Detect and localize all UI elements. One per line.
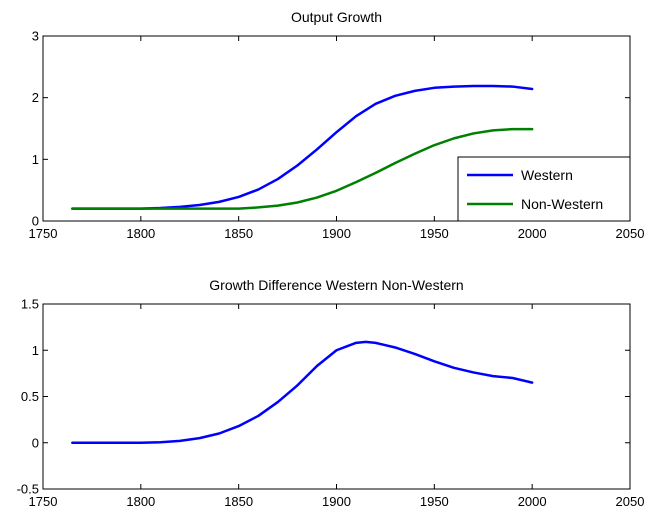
series-line-western — [71, 84, 534, 210]
y-tick-label: 3 — [32, 29, 39, 44]
x-tick-label: 2050 — [616, 494, 645, 509]
x-tick-label: 1800 — [126, 226, 155, 241]
x-tick-label: 2000 — [518, 494, 547, 509]
x-tick-label: 1950 — [420, 494, 449, 509]
y-tick-label: 0 — [32, 214, 39, 229]
x-tick-label: 1850 — [224, 494, 253, 509]
chart-title: Growth Difference Western Non-Western — [209, 277, 463, 293]
chart-title: Output Growth — [291, 9, 382, 25]
x-tick-label: 1950 — [420, 226, 449, 241]
y-tick-label: 1 — [32, 343, 39, 358]
y-tick-label: 0.5 — [21, 389, 39, 404]
x-tick-label: 1800 — [126, 494, 155, 509]
x-tick-label: 1900 — [322, 494, 351, 509]
legend-label: Western — [521, 167, 573, 183]
legend-box — [457, 156, 631, 222]
y-tick-label: 1.5 — [21, 297, 39, 312]
series-line-non-western — [71, 127, 534, 210]
x-tick-label: 2050 — [616, 226, 645, 241]
axes-box — [42, 303, 631, 490]
y-tick-label: 0 — [32, 435, 39, 450]
series-line-difference — [71, 340, 534, 444]
x-tick-label: 1900 — [322, 226, 351, 241]
chart-growth-difference: Growth Difference Western Non-Western 175… — [17, 277, 645, 509]
x-tick-label: 1750 — [29, 494, 58, 509]
x-tick-label: 1850 — [224, 226, 253, 241]
y-tick-label: 1 — [32, 152, 39, 167]
legend-label: Non-Western — [521, 196, 603, 212]
chart-output-growth: Output Growth 1750 1800 1850 1900 1950 2000 205… — [29, 9, 645, 241]
y-tick-label: 2 — [32, 90, 39, 105]
x-tick-label: 1750 — [29, 226, 58, 241]
y-tick-label: -0.5 — [17, 482, 39, 497]
legend: Western Non-Western — [457, 156, 631, 222]
x-tick-label: 2000 — [518, 226, 547, 241]
